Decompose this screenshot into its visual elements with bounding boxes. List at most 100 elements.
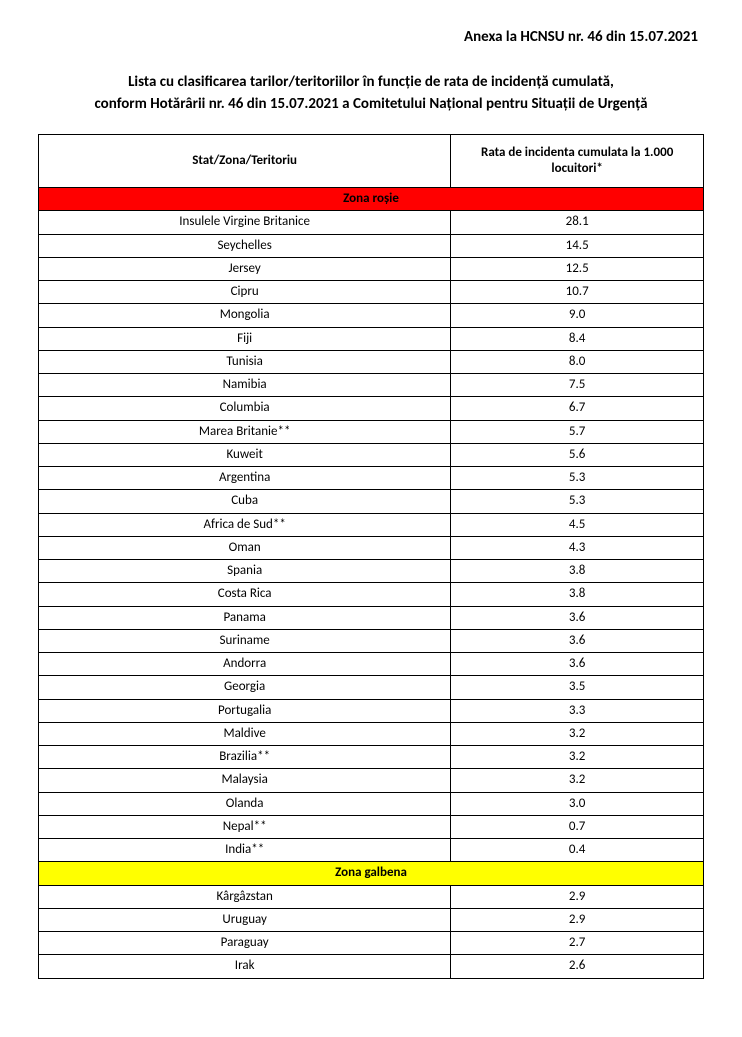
- table-row: Namibia7.5: [39, 374, 704, 397]
- cell-country: Mongolia: [39, 304, 451, 327]
- cell-rate: 5.7: [451, 420, 704, 443]
- subtitle-line-2: conform Hotărârii nr. 46 din 15.07.2021 …: [94, 95, 647, 113]
- cell-rate: 3.2: [451, 769, 704, 792]
- cell-rate: 2.9: [451, 885, 704, 908]
- cell-country: Cipru: [39, 281, 451, 304]
- table-row: Kuweit5.6: [39, 443, 704, 466]
- cell-rate: 0.7: [451, 815, 704, 838]
- cell-rate: 3.0: [451, 792, 704, 815]
- table-row: Andorra3.6: [39, 653, 704, 676]
- cell-rate: 5.6: [451, 443, 704, 466]
- document-subtitle: Lista cu clasificarea tarilor/teritoriil…: [46, 72, 696, 116]
- cell-rate: 8.4: [451, 327, 704, 350]
- page: Anexa la HCNSU nr. 46 din 15.07.2021 Lis…: [0, 0, 742, 999]
- cell-rate: 3.8: [451, 560, 704, 583]
- cell-country: Jersey: [39, 257, 451, 280]
- cell-country: Fiji: [39, 327, 451, 350]
- cell-rate: 3.6: [451, 606, 704, 629]
- zone-header: Zona galbena: [39, 862, 704, 885]
- cell-country: Irak: [39, 955, 451, 978]
- table-row: Africa de Sud**4.5: [39, 513, 704, 536]
- cell-country: India**: [39, 839, 451, 862]
- cell-rate: 3.5: [451, 676, 704, 699]
- cell-rate: 4.5: [451, 513, 704, 536]
- table-row: Seychelles14.5: [39, 234, 704, 257]
- table-row: Irak2.6: [39, 955, 704, 978]
- cell-country: Brazilia**: [39, 746, 451, 769]
- cell-country: Olanda: [39, 792, 451, 815]
- cell-country: Costa Rica: [39, 583, 451, 606]
- cell-rate: 28.1: [451, 211, 704, 234]
- cell-rate: 3.6: [451, 629, 704, 652]
- cell-country: Paraguay: [39, 932, 451, 955]
- table-row: Oman4.3: [39, 536, 704, 559]
- subtitle-line-1: Lista cu clasificarea tarilor/teritoriil…: [128, 73, 614, 91]
- cell-country: Andorra: [39, 653, 451, 676]
- zone-label: Zona galbena: [39, 862, 704, 885]
- cell-rate: 10.7: [451, 281, 704, 304]
- cell-rate: 4.3: [451, 536, 704, 559]
- table-row: Brazilia**3.2: [39, 746, 704, 769]
- table-row: Maldive3.2: [39, 722, 704, 745]
- table-row: Uruguay2.9: [39, 908, 704, 931]
- cell-rate: 3.2: [451, 722, 704, 745]
- table-row: Tunisia8.0: [39, 350, 704, 373]
- table-row: Malaysia3.2: [39, 769, 704, 792]
- cell-country: Uruguay: [39, 908, 451, 931]
- cell-rate: 3.3: [451, 699, 704, 722]
- table-row: Georgia3.5: [39, 676, 704, 699]
- table-row: Spania3.8: [39, 560, 704, 583]
- classification-table: Stat/Zona/Teritoriu Rata de incidenta cu…: [38, 134, 704, 979]
- table-row: Cipru10.7: [39, 281, 704, 304]
- table-row: Paraguay2.7: [39, 932, 704, 955]
- header-rate: Rata de incidenta cumulata la 1.000 locu…: [451, 134, 704, 188]
- cell-rate: 2.7: [451, 932, 704, 955]
- table-row: Jersey12.5: [39, 257, 704, 280]
- table-row: Olanda3.0: [39, 792, 704, 815]
- table-row: Insulele Virgine Britanice28.1: [39, 211, 704, 234]
- cell-rate: 5.3: [451, 490, 704, 513]
- cell-country: Marea Britanie**: [39, 420, 451, 443]
- cell-country: Namibia: [39, 374, 451, 397]
- cell-country: Maldive: [39, 722, 451, 745]
- cell-country: Nepal**: [39, 815, 451, 838]
- cell-rate: 0.4: [451, 839, 704, 862]
- cell-country: Spania: [39, 560, 451, 583]
- cell-country: Argentina: [39, 467, 451, 490]
- table-row: Kârgâzstan2.9: [39, 885, 704, 908]
- cell-country: Suriname: [39, 629, 451, 652]
- table-row: Columbia6.7: [39, 397, 704, 420]
- table-row: Argentina5.3: [39, 467, 704, 490]
- cell-rate: 3.6: [451, 653, 704, 676]
- table-header-row: Stat/Zona/Teritoriu Rata de incidenta cu…: [39, 134, 704, 188]
- zone-header: Zona roșie: [39, 188, 704, 211]
- cell-rate: 12.5: [451, 257, 704, 280]
- cell-country: Malaysia: [39, 769, 451, 792]
- table-body: Zona roșieInsulele Virgine Britanice28.1…: [39, 188, 704, 979]
- cell-country: Georgia: [39, 676, 451, 699]
- cell-country: Cuba: [39, 490, 451, 513]
- cell-rate: 5.3: [451, 467, 704, 490]
- table-row: Suriname3.6: [39, 629, 704, 652]
- table-row: Cuba5.3: [39, 490, 704, 513]
- cell-rate: 7.5: [451, 374, 704, 397]
- cell-rate: 6.7: [451, 397, 704, 420]
- cell-rate: 2.6: [451, 955, 704, 978]
- cell-rate: 3.2: [451, 746, 704, 769]
- cell-rate: 3.8: [451, 583, 704, 606]
- header-country: Stat/Zona/Teritoriu: [39, 134, 451, 188]
- table-row: Nepal**0.7: [39, 815, 704, 838]
- table-row: Marea Britanie**5.7: [39, 420, 704, 443]
- table-row: Panama3.6: [39, 606, 704, 629]
- cell-country: Kârgâzstan: [39, 885, 451, 908]
- cell-country: Columbia: [39, 397, 451, 420]
- cell-country: Portugalia: [39, 699, 451, 722]
- cell-rate: 2.9: [451, 908, 704, 931]
- annex-title: Anexa la HCNSU nr. 46 din 15.07.2021: [38, 28, 698, 46]
- table-row: Mongolia9.0: [39, 304, 704, 327]
- table-row: Fiji8.4: [39, 327, 704, 350]
- zone-label: Zona roșie: [39, 188, 704, 211]
- cell-country: Kuweit: [39, 443, 451, 466]
- cell-country: Insulele Virgine Britanice: [39, 211, 451, 234]
- table-row: Costa Rica3.8: [39, 583, 704, 606]
